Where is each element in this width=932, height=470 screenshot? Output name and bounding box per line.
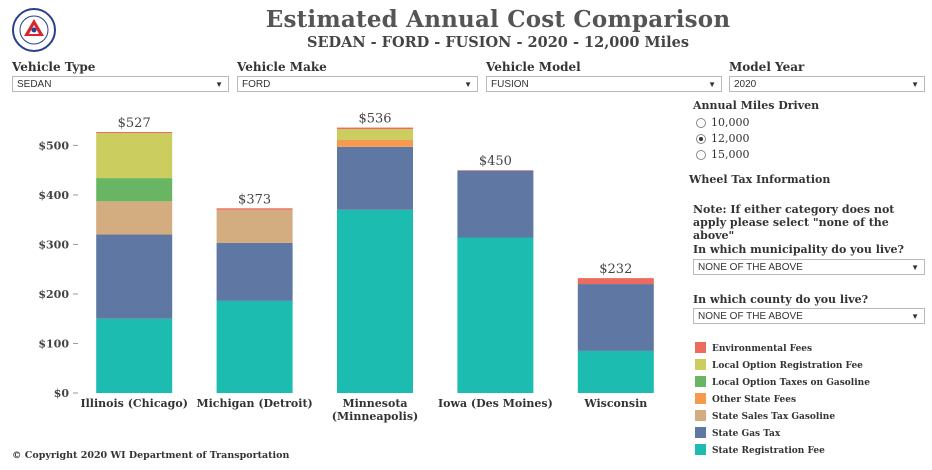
model-year-select[interactable]: 2020 ▼ <box>729 76 925 92</box>
wheel-tax-heading: Wheel Tax Information <box>689 173 831 186</box>
radio-selected-icon <box>696 134 706 144</box>
miles-option-15000[interactable]: 15,000 <box>696 148 750 161</box>
bar-segment-environmental-fees <box>577 278 654 285</box>
copyright-text: © Copyright 2020 WI Department of Transp… <box>12 450 290 461</box>
bar-segment-environmental-fees <box>337 127 413 130</box>
legend-item: Local Option Registration Fee <box>695 359 863 371</box>
legend-swatch <box>695 410 706 421</box>
bar-segment-state-gas-tax <box>216 242 293 301</box>
bar-segment-state-sales-tax-gasoline <box>216 209 293 243</box>
bar-total-label: $373 <box>238 192 271 207</box>
y-tick-label: $500 <box>38 139 69 152</box>
chevron-down-icon: ▼ <box>911 312 919 321</box>
vehicle-model-value: FUSION <box>491 79 529 90</box>
municipality-select[interactable]: NONE OF THE ABOVE ▼ <box>693 259 925 275</box>
bar-segment-state-gas-tax <box>457 170 534 238</box>
chevron-down-icon: ▼ <box>215 80 223 89</box>
bar-segment-state-registration-fee <box>337 209 413 393</box>
chevron-down-icon: ▼ <box>708 80 716 89</box>
county-value: NONE OF THE ABOVE <box>698 311 803 322</box>
bar-total-label: $527 <box>118 116 151 131</box>
bar-segment-state-gas-tax <box>96 234 173 319</box>
bar-total-label: $450 <box>479 154 512 169</box>
y-tick-label: $300 <box>38 238 69 251</box>
legend-label: Local Option Taxes on Gasoline <box>712 378 870 388</box>
bar-segment-state-registration-fee <box>216 300 293 393</box>
vehicle-model-select[interactable]: FUSION ▼ <box>486 76 722 92</box>
legend-label: Environmental Fees <box>712 344 813 354</box>
wheel-tax-note: Note: If either category does not apply … <box>693 203 895 242</box>
vehicle-make-select[interactable]: FORD ▼ <box>237 76 478 92</box>
vehicle-type-select[interactable]: SEDAN ▼ <box>12 76 229 92</box>
legend-swatch <box>695 376 706 387</box>
y-tick-label: $100 <box>38 337 69 350</box>
legend-item: Local Option Taxes on Gasoline <box>695 376 870 388</box>
legend-swatch <box>695 393 706 404</box>
vehicle-type-label: Vehicle Type <box>12 60 96 74</box>
legend-item: State Registration Fee <box>695 444 825 456</box>
model-year-label: Model Year <box>729 60 805 74</box>
x-category-label: Minnesota <box>342 397 407 410</box>
miles-option-12000[interactable]: 12,000 <box>696 132 750 145</box>
county-label: In which county do you live? <box>693 293 869 306</box>
legend-item: State Gas Tax <box>695 427 780 439</box>
legend-label: State Gas Tax <box>712 429 781 439</box>
vehicle-type-value: SEDAN <box>17 79 52 90</box>
legend-label: Other State Fees <box>712 395 797 405</box>
radio-icon <box>696 118 706 128</box>
bar-segment-state-registration-fee <box>96 318 173 393</box>
chevron-down-icon: ▼ <box>464 80 472 89</box>
y-tick-label: $400 <box>38 189 69 202</box>
municipality-value: NONE OF THE ABOVE <box>698 262 803 273</box>
bar-segment-local-option-taxes-on-gasoline <box>96 178 173 202</box>
bar-segment-environmental-fees <box>216 208 293 210</box>
bar-segment-state-registration-fee <box>577 350 654 393</box>
bar-segment-local-option-registration-fee <box>96 133 173 179</box>
y-tick-label: $200 <box>38 288 69 301</box>
legend-swatch <box>695 427 706 438</box>
bar-total-label: $536 <box>358 112 391 127</box>
chart-subtitle: SEDAN - FORD - FUSION - 2020 - 12,000 Mi… <box>306 34 690 51</box>
y-tick-label: $0 <box>54 387 70 400</box>
legend-swatch <box>695 342 706 353</box>
bar-segment-environmental-fees <box>96 132 173 134</box>
miles-option-10000[interactable]: 10,000 <box>696 116 750 129</box>
x-category-label: Wisconsin <box>583 397 647 410</box>
legend-swatch <box>695 444 706 455</box>
vehicle-model-label: Vehicle Model <box>486 60 581 74</box>
cost-comparison-chart: $0 $100 $200 $300 $400 $500 $527 Illinois (Chic… <box>38 112 654 423</box>
model-year-value: 2020 <box>734 79 757 90</box>
chevron-down-icon: ▼ <box>911 263 919 272</box>
legend-label: State Registration Fee <box>712 446 825 456</box>
radio-icon <box>696 150 706 160</box>
legend-item: Other State Fees <box>695 393 796 405</box>
bar-segment-local-option-registration-fee <box>337 129 413 140</box>
municipality-label: In which municipality do you live? <box>693 243 904 256</box>
legend-swatch <box>695 359 706 370</box>
bar-segment-state-gas-tax <box>577 284 654 351</box>
chevron-down-icon: ▼ <box>911 80 919 89</box>
x-category-label: Iowa (Des Moines) <box>438 397 553 410</box>
x-category-label: Illinois (Chicago) <box>80 397 187 410</box>
x-category-label: (Minneapolis) <box>332 410 418 423</box>
bar-segment-state-registration-fee <box>457 237 534 393</box>
bar-total-label: $232 <box>599 262 632 277</box>
chart-title: Estimated Annual Cost Comparison <box>265 6 731 33</box>
x-category-label: Michigan (Detroit) <box>196 397 312 410</box>
legend-item: Environmental Fees <box>695 342 812 354</box>
legend-item: State Sales Tax Gasoline <box>695 410 835 422</box>
bar-segment-other-state-fees <box>337 139 413 147</box>
legend-label: Local Option Registration Fee <box>712 361 863 371</box>
bar-segment-state-gas-tax <box>337 146 413 210</box>
bar-segment-environmental-fees <box>457 170 534 171</box>
county-select[interactable]: NONE OF THE ABOVE ▼ <box>693 308 925 324</box>
wisdot-logo-icon <box>12 8 56 52</box>
bar-segment-state-sales-tax-gasoline <box>96 201 173 235</box>
annual-miles-label: Annual Miles Driven <box>693 99 820 112</box>
vehicle-make-label: Vehicle Make <box>237 60 327 74</box>
legend-label: State Sales Tax Gasoline <box>712 412 836 422</box>
vehicle-make-value: FORD <box>242 79 271 90</box>
